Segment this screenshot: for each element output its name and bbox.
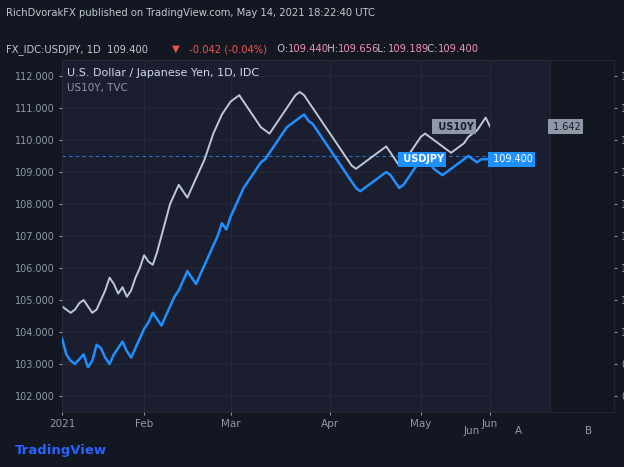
- Text: 109.400: 109.400: [438, 44, 479, 54]
- Text: US10Y, TVC: US10Y, TVC: [67, 83, 128, 93]
- Text: 1.642: 1.642: [550, 121, 581, 132]
- Text: L:: L:: [371, 44, 386, 54]
- Text: A: A: [514, 426, 522, 436]
- Text: US10Y: US10Y: [435, 121, 474, 132]
- Text: O:: O:: [271, 44, 288, 54]
- Text: Jun: Jun: [464, 426, 480, 436]
- Text: FX_IDC:USDJPY, 1D  109.400: FX_IDC:USDJPY, 1D 109.400: [6, 44, 152, 55]
- Text: 109.400: 109.400: [490, 154, 533, 164]
- Text: USDJPY: USDJPY: [400, 154, 444, 164]
- Text: U.S. Dollar / Japanese Yen, 1D, IDC: U.S. Dollar / Japanese Yen, 1D, IDC: [67, 68, 259, 78]
- Text: B: B: [585, 426, 592, 436]
- Text: -0.042 (-0.04%): -0.042 (-0.04%): [186, 44, 267, 54]
- Text: H:: H:: [321, 44, 338, 54]
- Text: C:: C:: [421, 44, 437, 54]
- Text: ▼: ▼: [172, 44, 179, 54]
- Text: TradingView: TradingView: [15, 444, 107, 457]
- Text: 109.656: 109.656: [338, 44, 379, 54]
- Text: RichDvorakFX published on TradingView.com, May 14, 2021 18:22:40 UTC: RichDvorakFX published on TradingView.co…: [6, 8, 375, 18]
- Text: 109.440: 109.440: [288, 44, 329, 54]
- Text: 109.189: 109.189: [388, 44, 429, 54]
